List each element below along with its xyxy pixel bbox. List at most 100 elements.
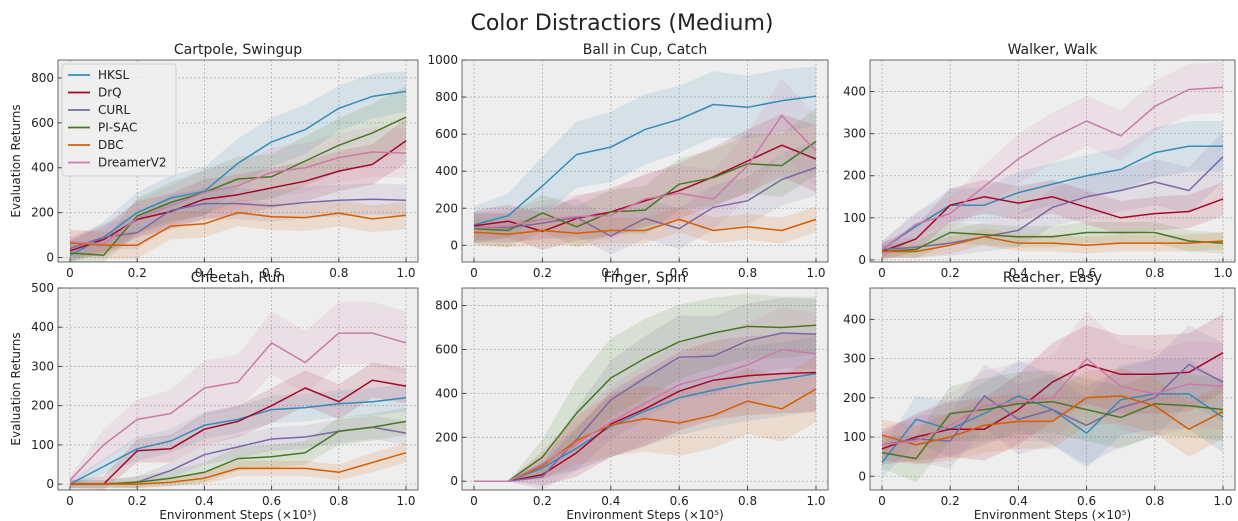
line-hksl [69,397,407,485]
line-hksl [474,372,817,482]
band-curl [474,139,816,255]
x-tick-label: 0 [470,494,478,508]
y-tick-label: 100 [31,438,54,452]
chart-title: Reacher, Easy [1003,270,1102,286]
y-tick-label: 200 [435,201,458,215]
band-dreamerv2 [70,127,406,258]
band-hksl [882,121,1223,258]
y-tick-label: 400 [435,386,458,400]
chart-title: Cartpole, Swingup [174,42,302,58]
line-dreamerv2 [69,332,407,481]
chart-panel-4: 0 100 200 300 400 500 0 0.2 0.4 0.6 0.8 1.0 Cheetah,… [9,270,419,521]
y-tick-label: 400 [435,164,458,178]
line-hksl [69,90,407,256]
band-curl [882,131,1223,258]
line-curl [881,156,1224,251]
legend: HKSL DrQ CURL PI-SAC DBC DreamerV2 [61,63,177,177]
band-dbc [70,199,406,259]
line-drq [70,379,407,485]
line-pi-sac [70,420,407,485]
legend-box [61,63,177,177]
x-tick-label: 0.8 [1145,494,1164,508]
x-axis-label: Environment Steps (×10⁵) [974,508,1131,521]
x-tick-label: 1.0 [806,494,825,508]
line-dbc [474,388,817,482]
chart-panel-2: 0 200 400 600 800 1000 0 0.2 0.4 0.6 0.8 1.0 Ball in… [427,42,829,280]
y-tick-label: 400 [843,85,866,99]
x-tick-label: 0.4 [195,266,214,280]
band-curl [70,183,406,260]
x-tick-label: 0.8 [1145,266,1164,280]
line-dreamerv2 [474,348,817,482]
y-tick-label: 100 [843,430,866,444]
x-tick-label: 1.0 [1213,266,1232,280]
line-curl [474,332,817,482]
line-pi-sac [69,116,407,257]
x-tick-label: 0.4 [195,494,214,508]
line-dreamerv2 [881,86,1224,251]
y-tick-label: 0 [450,238,458,252]
band-curl [474,297,816,490]
plot-frame [869,59,1236,263]
x-axis-label: Environment Steps (×10⁵) [566,508,723,521]
line-dreamerv2 [69,151,407,245]
x-tick-label: 0.6 [670,266,689,280]
x-tick-label: 0.6 [670,494,689,508]
band-pi-sac [70,407,406,488]
y-tick-label: 600 [435,127,458,141]
x-tick-label: 0.2 [533,266,552,280]
line-pi-sac [881,231,1224,253]
y-tick-label: 800 [31,71,54,85]
line-drq [881,352,1224,450]
legend-label-pi-sac: PI-SAC [98,121,137,135]
legend-label-drq: DrQ [98,86,122,100]
plot-frame [57,59,419,263]
x-tick-label: 1.0 [806,266,825,280]
x-tick-label: 0.2 [128,494,147,508]
band-hksl [474,66,816,244]
chart-title: Cheetah, Run [191,270,286,286]
y-tick-label: 600 [435,342,458,356]
band-hksl [70,384,406,488]
legend-label-curl: CURL [98,103,131,117]
legend-label-hksl: HKSL [98,68,130,82]
line-pi-sac [474,324,817,482]
band-drq [882,313,1223,465]
x-tick-label: 0.2 [533,494,552,508]
y-tick-label: 200 [843,169,866,183]
line-dbc [69,211,407,246]
plot-frame [57,287,419,491]
line-pi-sac [473,140,817,232]
band-drq [70,118,406,263]
line-curl [69,198,407,250]
y-tick-label: 100 [843,211,866,225]
y-tick-label: 1000 [427,53,458,67]
line-pi-sac [881,400,1224,460]
x-tick-label: 0.4 [601,266,620,280]
y-tick-label: 200 [843,391,866,405]
legend-label-dreamerv2: DreamerV2 [98,156,167,170]
chart-title: Finger, Spin [604,270,687,286]
chart-title: Ball in Cup, Catch [583,42,707,58]
y-tick-label: 300 [843,127,866,141]
band-pi-sac [474,108,816,248]
x-tick-label: 0.2 [941,266,960,280]
x-tick-label: 0 [878,266,886,280]
x-tick-label: 0.4 [601,494,620,508]
chart-panel-3: 0 100 200 300 400 0 0.2 0.4 0.6 0.8 1.0 Walker, Wal… [843,42,1236,280]
band-dreamerv2 [474,78,816,243]
x-tick-label: 1.0 [396,266,415,280]
y-tick-label: 400 [31,320,54,334]
line-drq [474,371,817,482]
x-tick-label: 0.6 [262,266,281,280]
x-tick-label: 0.4 [1009,494,1028,508]
line-dbc [882,236,1224,253]
y-tick-label: 400 [843,312,866,326]
legend-label-dbc: DBC [98,138,124,152]
chart-title: Walker, Walk [1008,42,1099,58]
band-dbc [70,442,406,488]
plot-frame [461,59,829,263]
x-tick-label: 0 [66,266,74,280]
x-tick-label: 1.0 [396,494,415,508]
x-tick-label: 0.8 [329,266,348,280]
